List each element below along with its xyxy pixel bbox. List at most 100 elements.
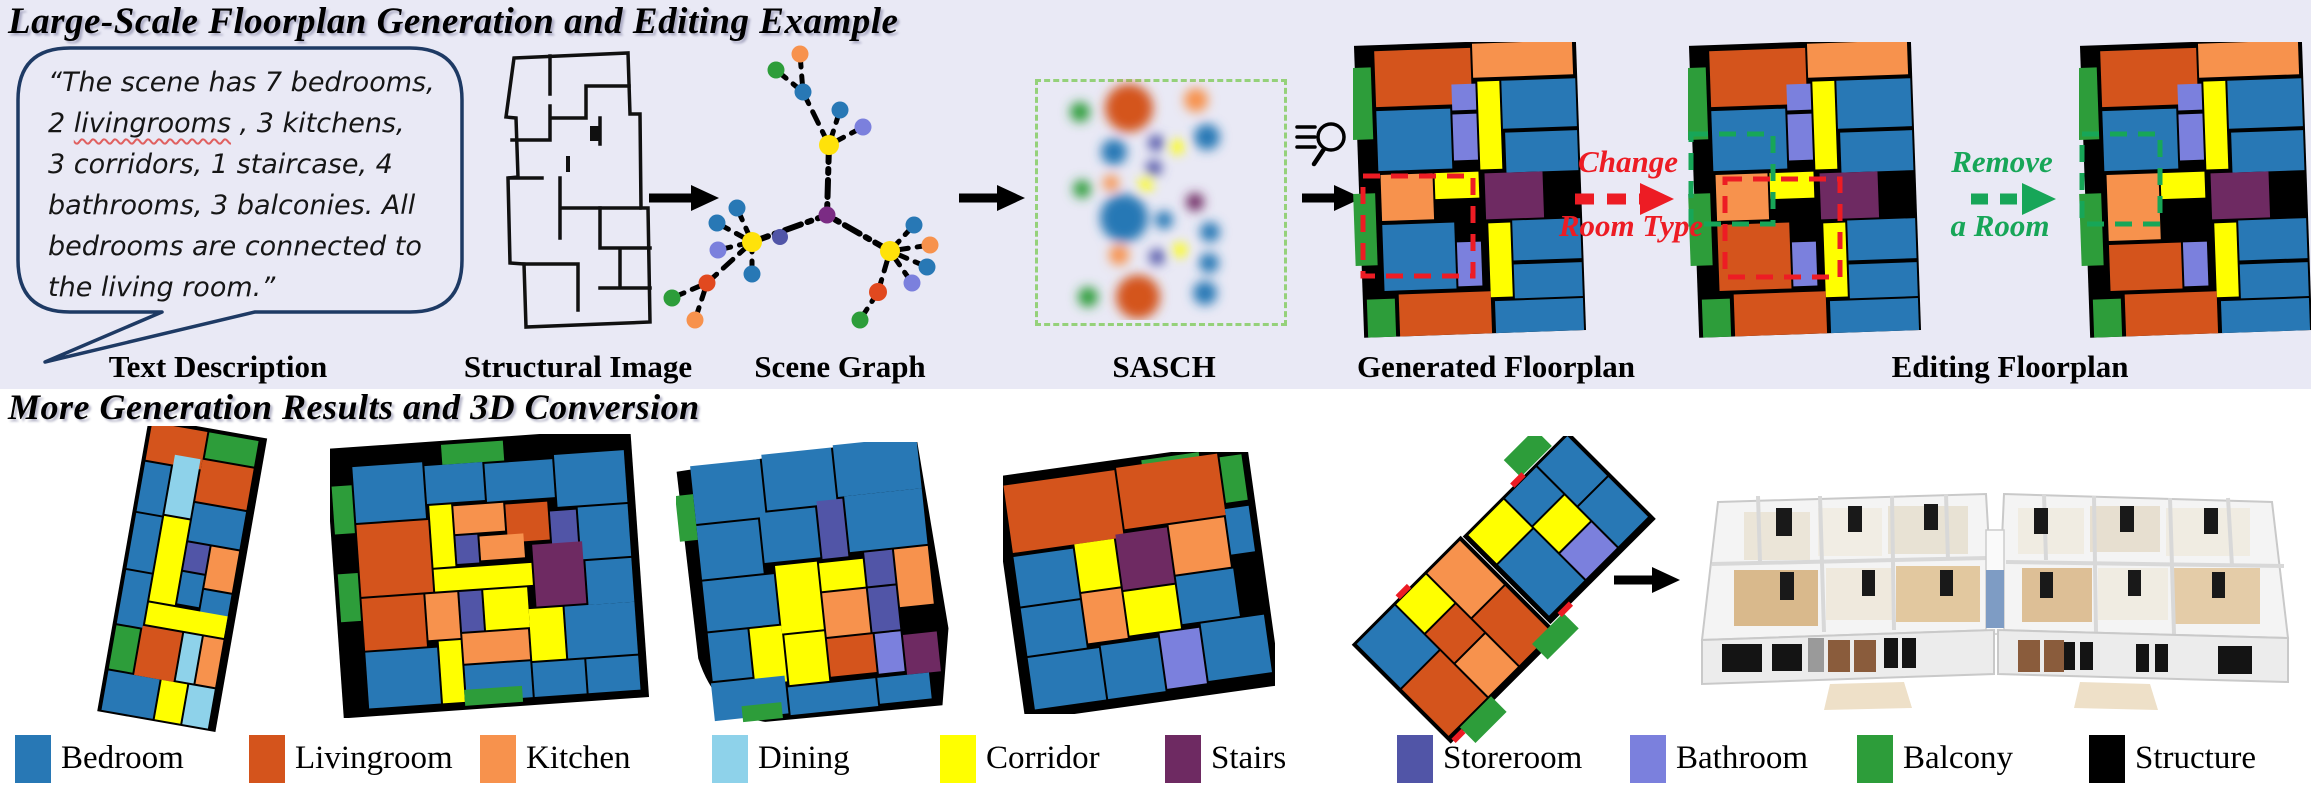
room-bedroom — [2220, 298, 2311, 334]
bottom-title: More Generation Results and 3D Conversio… — [8, 387, 700, 427]
room-corridor — [1812, 80, 1838, 170]
room-bedroom — [690, 458, 766, 524]
room-marker — [1557, 601, 1574, 618]
room-corridor — [2203, 80, 2229, 170]
spellcheck-underlined-word: livingrooms — [73, 108, 232, 139]
label-editing-floorplan: Editing Floorplan — [1891, 349, 2129, 384]
change-label-bottom: Room Type — [1558, 208, 1704, 243]
top-title: Large-Scale Floorplan Generation and Edi… — [8, 1, 899, 42]
room-livingroom — [134, 625, 183, 682]
bubble-line: 3 corridors, 1 staircase, 4 — [48, 149, 393, 180]
room-bedroom — [1836, 78, 1912, 129]
text-description-content: “The scene has 7 bedrooms, 2 livingrooms… — [48, 62, 435, 308]
room-kitchen — [1715, 173, 1770, 222]
room-bedroom — [2239, 262, 2309, 299]
sasch-heatmap — [1070, 84, 1220, 319]
room-bathroom — [2178, 113, 2205, 161]
room-balcony — [337, 573, 362, 623]
room-corridor — [1488, 222, 1513, 298]
room-corridor — [1533, 495, 1591, 553]
legend-item-bedroom: Bedroom — [15, 731, 184, 783]
room-livingroom — [1116, 453, 1226, 530]
room-livingroom — [1472, 586, 1552, 666]
room-bedroom — [484, 459, 555, 502]
room-bedroom — [136, 461, 171, 516]
room-kitchen — [1471, 40, 1574, 78]
room-bedroom — [1505, 467, 1564, 526]
room-corridor — [784, 631, 830, 686]
arrow-icon — [1302, 185, 1362, 211]
room-bathroom — [2182, 241, 2209, 287]
room-livingroom — [1733, 291, 1828, 337]
legend-item-dining: Dining — [712, 731, 850, 783]
legend-item-stairs: Stairs — [1165, 731, 1286, 783]
room-balcony — [204, 432, 259, 467]
room-balcony — [1366, 298, 1397, 338]
room-corridor — [1468, 499, 1533, 564]
label-generated-floorplan: Generated Floorplan — [1356, 349, 1636, 384]
room-livingroom — [505, 501, 550, 543]
room-bedroom — [424, 462, 485, 505]
room-bedroom — [1020, 600, 1087, 656]
result-floorplan-5 — [1338, 429, 1678, 751]
room-bedroom — [585, 557, 635, 605]
room-bedroom — [1537, 436, 1607, 506]
room-kitchen — [822, 588, 871, 637]
room-bedroom — [844, 488, 928, 553]
room-bathroom — [874, 631, 905, 674]
room-bedroom — [1200, 614, 1272, 682]
room-kitchen — [1081, 588, 1128, 644]
room-balcony — [1219, 454, 1248, 503]
room-corridor — [818, 558, 866, 592]
room-storeroom — [816, 498, 849, 559]
room-bedroom — [2238, 218, 2308, 261]
room-storeroom — [183, 542, 210, 574]
room-kitchen — [2106, 173, 2161, 242]
room-corridor — [1823, 222, 1848, 298]
room-livingroom — [1425, 604, 1484, 663]
room-kitchen — [462, 629, 531, 664]
label-structural-image: Structural Image — [463, 349, 693, 384]
room-kitchen — [893, 545, 934, 608]
room-bedroom — [877, 672, 932, 704]
room-livingroom — [356, 519, 434, 597]
room-corridor — [528, 606, 567, 662]
result-floorplan-2 — [324, 427, 652, 723]
room-bathroom — [1159, 627, 1207, 689]
room-bathroom — [1791, 241, 1818, 287]
storeroom-swatch — [1397, 735, 1433, 783]
room-kitchen — [479, 533, 525, 561]
room-kitchen — [204, 546, 240, 593]
legend-item-livingroom: Livingroom — [249, 731, 453, 783]
room-stairs — [902, 631, 941, 675]
green-dashed-highlight — [1688, 131, 1776, 227]
room-bathroom — [1787, 113, 1814, 161]
room-bedroom — [577, 504, 632, 560]
structure-swatch — [2089, 735, 2125, 783]
room-kitchen — [1455, 634, 1518, 697]
room-bedroom — [2227, 78, 2303, 129]
room-balcony — [1503, 429, 1552, 478]
result-floorplan-1 — [88, 417, 283, 737]
room-balcony — [108, 625, 141, 673]
3d-floorplan-render — [1700, 492, 2290, 710]
label-sasch: SASCH — [1112, 349, 1216, 384]
red-dashed-highlight — [1722, 176, 1843, 280]
room-stairs — [532, 541, 587, 607]
room-livingroom — [1003, 470, 1124, 553]
kitchen-swatch — [480, 735, 516, 783]
room-corridor — [2214, 222, 2239, 298]
label-text-description: Text Description — [108, 349, 328, 384]
room-corridor — [1769, 171, 1815, 200]
room-bedroom — [832, 436, 922, 498]
bubble-line: “The scene has 7 bedrooms, — [48, 67, 435, 98]
room-bedroom — [1501, 78, 1577, 129]
red-dashed-highlight — [1360, 173, 1476, 279]
arrow-icon — [959, 185, 1025, 211]
room-bedroom — [553, 450, 628, 507]
room-bedroom — [177, 571, 205, 608]
legend-item-bathroom: Bathroom — [1630, 731, 1808, 783]
room-livingroom — [361, 594, 427, 651]
room-livingroom — [826, 634, 877, 677]
room-bedroom — [1578, 477, 1649, 547]
